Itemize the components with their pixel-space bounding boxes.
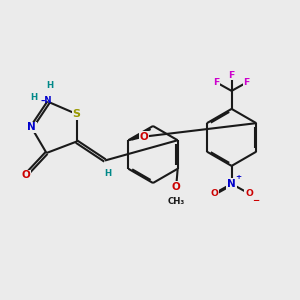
Text: +: + (236, 174, 242, 180)
Text: F: F (214, 78, 220, 87)
Text: O: O (21, 170, 30, 181)
Text: N: N (227, 179, 236, 189)
Text: O: O (245, 189, 253, 198)
Text: H: H (104, 169, 112, 178)
Text: −: − (252, 196, 259, 205)
Text: S: S (73, 109, 80, 119)
Text: CH₃: CH₃ (168, 197, 185, 206)
Text: H: H (31, 93, 38, 102)
Text: O: O (210, 189, 218, 198)
Text: H: H (46, 81, 54, 90)
Text: O: O (140, 132, 148, 142)
Text: –N: –N (40, 96, 52, 105)
Text: O: O (172, 182, 181, 192)
Text: F: F (244, 78, 250, 87)
Text: N: N (27, 122, 36, 133)
Text: F: F (229, 71, 235, 80)
